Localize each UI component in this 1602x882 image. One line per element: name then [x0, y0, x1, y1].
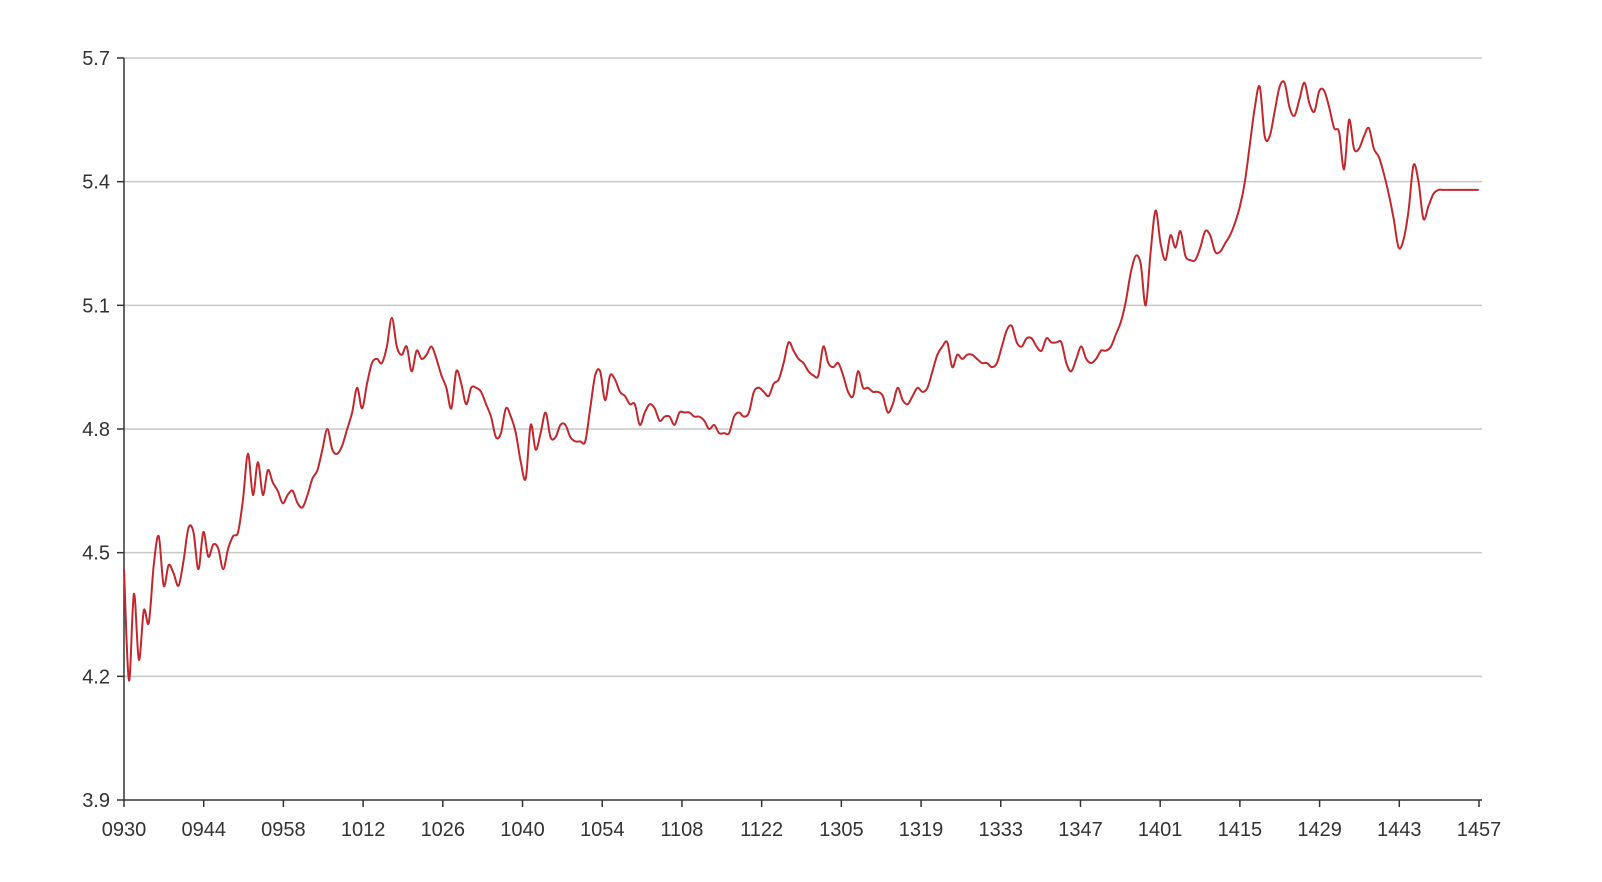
y-tick-labels: 3.9 4.2 4.5 4.8 5.1 5.4 5.7	[82, 48, 124, 812]
y-tick-label: 4.2	[82, 666, 110, 688]
y-tick-label: 4.5	[82, 543, 110, 565]
x-tick-label: 1026	[421, 819, 466, 841]
x-tick-label: 1054	[580, 819, 625, 841]
grid-lines	[124, 57, 1482, 678]
x-tick-label: 0944	[181, 819, 226, 841]
x-tick-label: 1401	[1138, 819, 1183, 841]
x-tick-label: 0958	[261, 819, 306, 841]
x-tick-label: 1012	[341, 819, 386, 841]
x-tick-label: 1305	[819, 819, 864, 841]
x-tick-label: 1443	[1377, 819, 1422, 841]
x-tick-label: 1333	[979, 819, 1024, 841]
x-tick-label: 1457	[1457, 819, 1502, 841]
series-layer	[123, 80, 1479, 682]
x-tick-label: 0930	[102, 819, 147, 841]
y-tick-label: 5.1	[82, 295, 110, 317]
x-tick-label: 1040	[500, 819, 545, 841]
x-tick-label: 1429	[1297, 819, 1342, 841]
y-tick-label: 5.7	[82, 48, 110, 70]
x-tick-label: 1347	[1058, 819, 1103, 841]
x-tick-label: 1319	[899, 819, 944, 841]
x-tick-labels: 0930 0944 0958 1012 1026 1040 1054 1108 1122 1305…	[102, 800, 1502, 841]
x-tick-label: 1108	[660, 819, 703, 841]
y-tick-label: 5.4	[82, 172, 110, 194]
x-tick-label: 1122	[740, 819, 783, 841]
x-tick-label: 1415	[1218, 819, 1263, 841]
y-tick-label: 4.8	[82, 419, 110, 441]
series-line	[123, 80, 1479, 682]
y-tick-label: 3.9	[82, 790, 110, 812]
